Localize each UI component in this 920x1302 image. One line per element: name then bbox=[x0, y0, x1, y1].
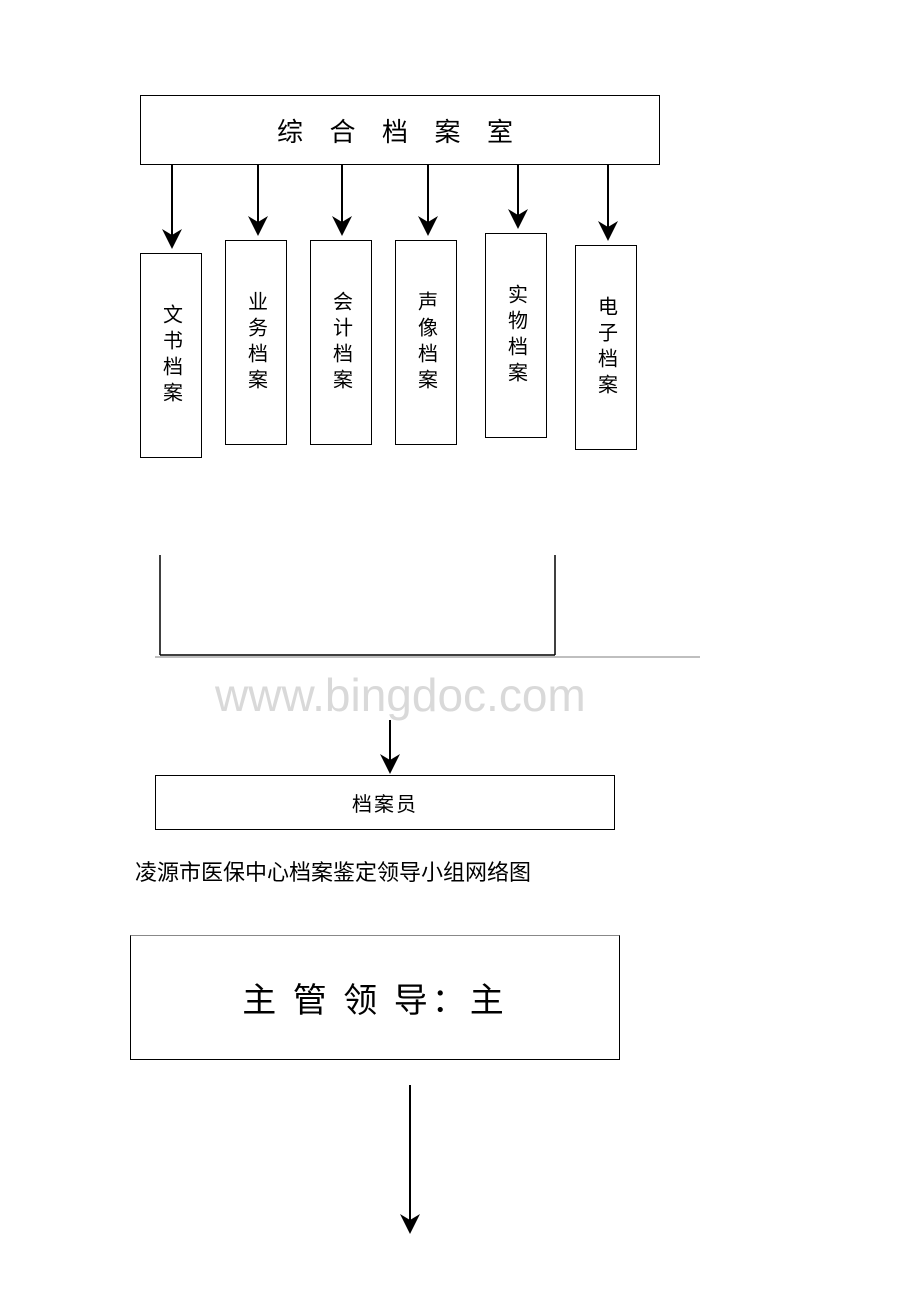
leader-box: 主 管 领 导：主 bbox=[130, 935, 620, 1060]
parent-box: 综 合 档 案 室 bbox=[140, 95, 660, 165]
child-box: 业务档案 bbox=[225, 240, 287, 445]
child-label: 实物档案 bbox=[502, 284, 531, 388]
child-label: 业务档案 bbox=[242, 291, 271, 395]
child-box: 文书档案 bbox=[140, 253, 202, 458]
archivist-box: 档案员 bbox=[155, 775, 615, 830]
child-box: 实物档案 bbox=[485, 233, 547, 438]
child-box: 声像档案 bbox=[395, 240, 457, 445]
child-label: 文书档案 bbox=[157, 304, 186, 408]
child-box: 会计档案 bbox=[310, 240, 372, 445]
child-box: 电子档案 bbox=[575, 245, 637, 450]
leader-label: 主 管 领 导：主 bbox=[242, 973, 508, 1022]
child-label: 电子档案 bbox=[592, 296, 621, 400]
child-label: 声像档案 bbox=[412, 291, 441, 395]
caption-text: 凌源市医保中心档案鉴定领导小组网络图 bbox=[135, 855, 531, 887]
archivist-label: 档案员 bbox=[352, 788, 418, 817]
parent-box-label: 综 合 档 案 室 bbox=[277, 112, 523, 149]
child-label: 会计档案 bbox=[327, 291, 356, 395]
connector-svg bbox=[0, 0, 920, 1302]
watermark: www.bingdoc.com bbox=[215, 668, 586, 722]
